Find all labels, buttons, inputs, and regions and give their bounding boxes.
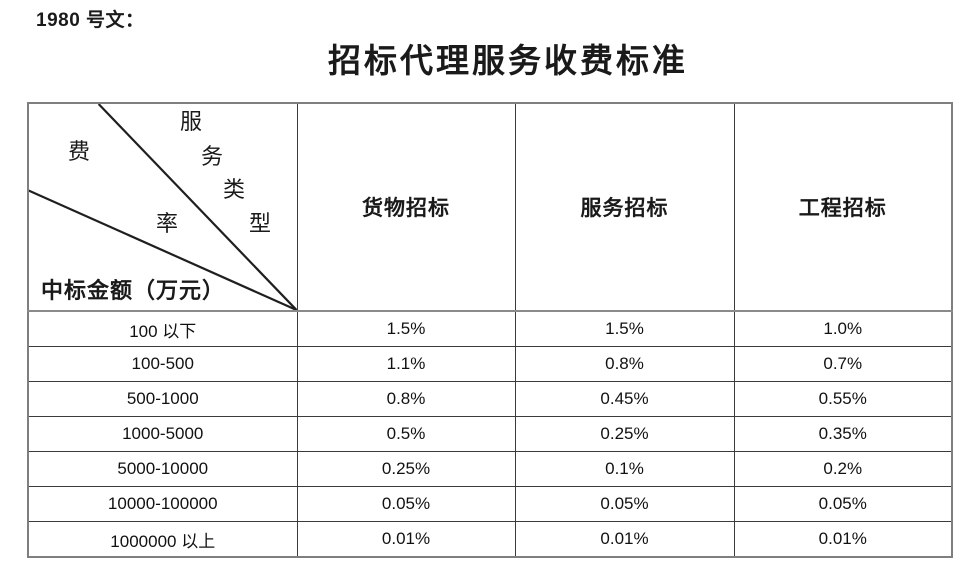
row-label: 100-500 xyxy=(27,346,298,382)
corner-char-fee: 费 xyxy=(68,139,91,164)
doc-number-label: 1980 号文： xyxy=(36,10,145,31)
fee-table: 费 服 务 类 型 率 中标金额（万元） 货物招标 服务招标 工程招标 100 … xyxy=(27,102,953,558)
fee-value: 0.35% xyxy=(733,416,953,452)
fee-value: 1.1% xyxy=(296,346,516,382)
fee-value: 1.0% xyxy=(733,310,953,347)
fee-value: 0.7% xyxy=(733,346,953,382)
table-row: 5000-10000 0.25% 0.1% 0.2% xyxy=(27,451,953,487)
fee-value: 0.01% xyxy=(296,521,516,558)
table-corner-cell: 费 服 务 类 型 率 中标金额（万元） xyxy=(27,102,298,312)
fee-value: 0.2% xyxy=(733,451,953,487)
fee-value: 0.45% xyxy=(514,381,735,417)
corner-char-type-4: 型 xyxy=(249,211,272,236)
fee-value: 0.5% xyxy=(296,416,516,452)
fee-value: 0.05% xyxy=(733,486,953,522)
row-label: 5000-10000 xyxy=(27,451,298,487)
column-header-goods: 货物招标 xyxy=(296,102,516,312)
fee-value: 0.1% xyxy=(514,451,735,487)
corner-wrap: 费 服 务 类 型 率 中标金额（万元） xyxy=(29,104,296,309)
fee-value: 0.55% xyxy=(733,381,953,417)
row-label: 1000000 以上 xyxy=(27,521,298,558)
column-header-works: 工程招标 xyxy=(733,102,953,312)
row-label: 1000-5000 xyxy=(27,416,298,452)
table-row: 500-1000 0.8% 0.45% 0.55% xyxy=(27,381,953,417)
row-label: 100 以下 xyxy=(27,310,298,347)
corner-char-type-1: 服 xyxy=(180,109,203,134)
table-row: 100 以下 1.5% 1.5% 1.0% xyxy=(27,310,953,347)
column-header-services: 服务招标 xyxy=(514,102,735,312)
corner-char-type-2: 务 xyxy=(201,144,224,169)
row-label: 500-1000 xyxy=(27,381,298,417)
fee-value: 0.01% xyxy=(514,521,735,558)
page-title: 招标代理服务收费标准 xyxy=(328,44,688,80)
fee-value: 0.8% xyxy=(296,381,516,417)
fee-value: 1.5% xyxy=(296,310,516,347)
fee-value: 0.25% xyxy=(514,416,735,452)
corner-char-type-3: 类 xyxy=(223,177,246,202)
table-row: 1000-5000 0.5% 0.25% 0.35% xyxy=(27,416,953,452)
table-row: 10000-100000 0.05% 0.05% 0.05% xyxy=(27,486,953,522)
table-header-row: 费 服 务 类 型 率 中标金额（万元） 货物招标 服务招标 工程招标 xyxy=(27,102,953,312)
diagonal-lines xyxy=(29,104,296,309)
fee-value: 0.01% xyxy=(733,521,953,558)
corner-amount-label: 中标金额（万元） xyxy=(41,278,226,303)
fee-value: 1.5% xyxy=(514,310,735,347)
fee-value: 0.25% xyxy=(296,451,516,487)
fee-value: 0.05% xyxy=(514,486,735,522)
corner-char-rate: 率 xyxy=(156,211,179,236)
table-row: 100-500 1.1% 0.8% 0.7% xyxy=(27,346,953,382)
fee-value: 0.05% xyxy=(296,486,516,522)
row-label: 10000-100000 xyxy=(27,486,298,522)
table-row: 1000000 以上 0.01% 0.01% 0.01% xyxy=(27,521,953,558)
fee-value: 0.8% xyxy=(514,346,735,382)
